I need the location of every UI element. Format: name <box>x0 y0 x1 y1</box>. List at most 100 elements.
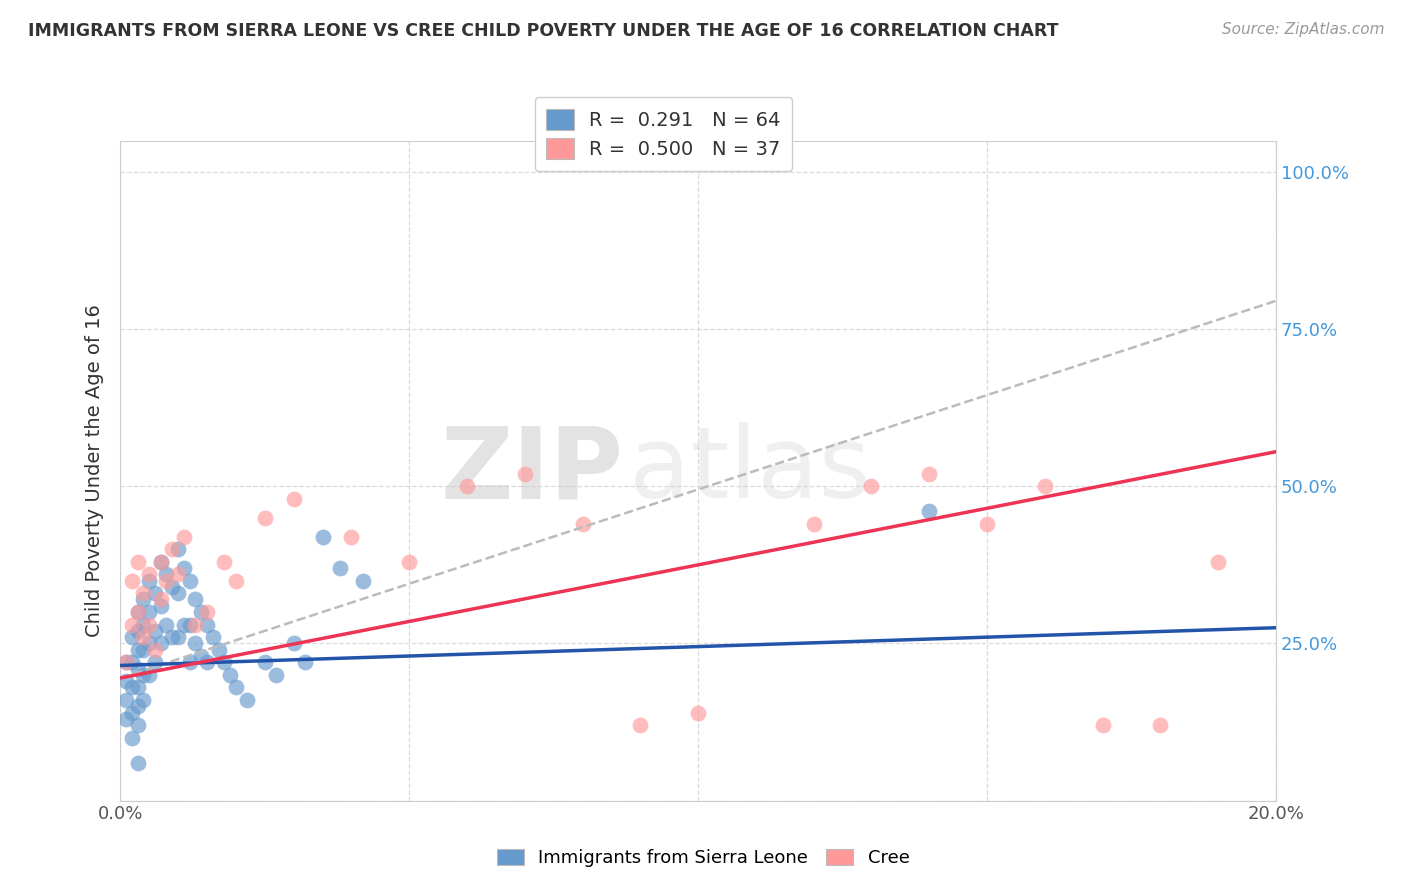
Point <box>115 693 138 707</box>
Point <box>149 599 172 613</box>
Point <box>571 516 593 531</box>
Point <box>195 617 218 632</box>
Point <box>143 624 166 638</box>
Point <box>173 561 195 575</box>
Point <box>162 542 184 557</box>
Point <box>860 479 883 493</box>
Point <box>456 479 478 493</box>
Point <box>219 668 242 682</box>
Point <box>329 561 352 575</box>
Point <box>167 567 190 582</box>
Point <box>167 542 190 557</box>
Point <box>115 655 138 669</box>
Point <box>127 699 149 714</box>
Legend: R =  0.291   N = 64, R =  0.500   N = 37: R = 0.291 N = 64, R = 0.500 N = 37 <box>534 97 792 171</box>
Point <box>127 605 149 619</box>
Point <box>149 592 172 607</box>
Point <box>976 516 998 531</box>
Point <box>127 662 149 676</box>
Point <box>352 574 374 588</box>
Point <box>132 630 155 644</box>
Point <box>115 712 138 726</box>
Point <box>225 574 247 588</box>
Point <box>1091 718 1114 732</box>
Point <box>149 555 172 569</box>
Text: ZIP: ZIP <box>440 422 623 519</box>
Point <box>398 555 420 569</box>
Point <box>253 655 276 669</box>
Point <box>283 491 305 506</box>
Point <box>195 605 218 619</box>
Point <box>190 648 212 663</box>
Point <box>167 630 190 644</box>
Text: IMMIGRANTS FROM SIERRA LEONE VS CREE CHILD POVERTY UNDER THE AGE OF 16 CORRELATI: IMMIGRANTS FROM SIERRA LEONE VS CREE CHI… <box>28 22 1059 40</box>
Point <box>283 636 305 650</box>
Point <box>253 510 276 524</box>
Point <box>628 718 651 732</box>
Point <box>167 586 190 600</box>
Point <box>138 668 160 682</box>
Point <box>207 642 229 657</box>
Point <box>201 630 224 644</box>
Point <box>184 592 207 607</box>
Point <box>138 567 160 582</box>
Point <box>214 655 236 669</box>
Point <box>803 516 825 531</box>
Point <box>132 693 155 707</box>
Point <box>127 681 149 695</box>
Point <box>155 567 177 582</box>
Point <box>127 756 149 770</box>
Point <box>115 655 138 669</box>
Point <box>138 636 160 650</box>
Y-axis label: Child Poverty Under the Age of 16: Child Poverty Under the Age of 16 <box>86 304 104 637</box>
Point <box>513 467 536 481</box>
Point <box>143 642 166 657</box>
Point <box>127 555 149 569</box>
Point <box>214 555 236 569</box>
Point <box>173 617 195 632</box>
Point <box>121 706 143 720</box>
Point <box>132 617 155 632</box>
Point <box>149 555 172 569</box>
Point <box>225 681 247 695</box>
Point <box>132 642 155 657</box>
Point <box>138 617 160 632</box>
Point <box>121 731 143 745</box>
Point <box>236 693 259 707</box>
Point <box>127 718 149 732</box>
Point <box>311 530 333 544</box>
Point <box>121 617 143 632</box>
Point <box>121 630 143 644</box>
Point <box>138 574 160 588</box>
Point <box>121 574 143 588</box>
Point <box>132 668 155 682</box>
Point <box>918 467 941 481</box>
Point <box>115 674 138 689</box>
Text: atlas: atlas <box>628 422 870 519</box>
Point <box>184 636 207 650</box>
Point <box>162 630 184 644</box>
Point <box>127 624 149 638</box>
Point <box>266 668 288 682</box>
Point <box>1033 479 1056 493</box>
Point <box>184 617 207 632</box>
Point <box>1206 555 1229 569</box>
Point <box>121 681 143 695</box>
Point <box>121 655 143 669</box>
Point <box>132 592 155 607</box>
Point <box>195 655 218 669</box>
Point <box>918 504 941 518</box>
Point <box>155 574 177 588</box>
Point <box>294 655 316 669</box>
Legend: Immigrants from Sierra Leone, Cree: Immigrants from Sierra Leone, Cree <box>489 841 917 874</box>
Point <box>190 605 212 619</box>
Point <box>173 530 195 544</box>
Point <box>162 580 184 594</box>
Point <box>688 706 710 720</box>
Point <box>149 636 172 650</box>
Point <box>1149 718 1171 732</box>
Point <box>179 655 201 669</box>
Point <box>340 530 363 544</box>
Text: Source: ZipAtlas.com: Source: ZipAtlas.com <box>1222 22 1385 37</box>
Point <box>155 617 177 632</box>
